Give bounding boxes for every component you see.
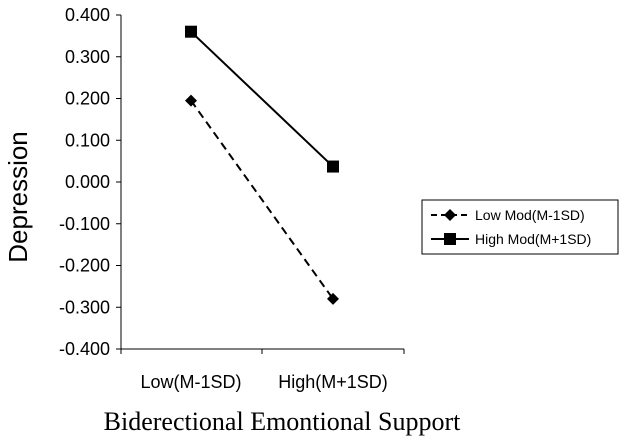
x-axis-label: Biderectional Emontional Support [104,407,461,436]
x-tick-label: Low(M-1SD) [140,372,241,392]
y-tick-label: 0.400 [65,5,110,25]
y-tick-label: 0.300 [65,47,110,67]
data-point-marker [185,25,197,38]
data-point-marker [327,160,339,173]
y-tick-label: 0.100 [65,130,110,150]
legend-marker [444,233,456,245]
y-tick-label: 0.200 [65,89,110,109]
x-axis: Low(M-1SD) High(M+1SD) [120,348,405,392]
y-tick-label: -0.200 [59,256,110,276]
series-line [190,30,334,168]
series-layer [185,25,339,305]
series-high-mod [185,25,339,173]
y-axis-label: Depression [3,131,33,263]
y-axis: 0.400 0.300 0.200 0.100 0.000 -0.100 -0.200 -0.… [59,5,122,359]
legend-marker [444,209,456,221]
y-tick-label: -0.400 [59,339,110,359]
y-tick-label: -0.100 [59,214,110,234]
series-low-mod [185,94,339,305]
x-tick-label: High(M+1SD) [278,372,388,392]
data-point-marker [327,292,339,305]
series-line [190,100,334,300]
y-tick-label: -0.300 [59,297,110,317]
data-point-marker [185,94,197,107]
y-tick-label: 0.000 [65,172,110,192]
legend-label: Low Mod(M-1SD) [475,207,585,223]
legend: Low Mod(M-1SD) High Mod(M+1SD) [421,199,619,255]
legend-label: High Mod(M+1SD) [475,231,591,247]
